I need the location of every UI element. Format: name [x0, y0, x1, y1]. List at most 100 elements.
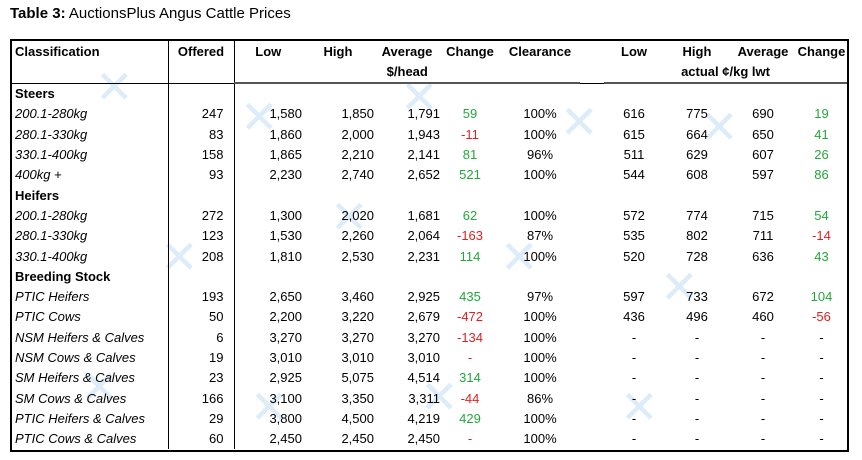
table-row: PTIC Heifers 193 2,650 3,460 2,925 435 97% 597 7…	[12, 286, 847, 308]
header-average: Average	[381, 43, 433, 59]
row-average: 2,679	[407, 309, 440, 325]
row-offered: 50	[168, 307, 235, 328]
row-gap	[580, 165, 604, 185]
row-high-kg: 774	[686, 207, 708, 223]
row-clearance: 100%	[523, 350, 557, 365]
section-spacer	[604, 83, 664, 104]
row-low-kg: -	[631, 370, 637, 386]
row-high: 2,210	[341, 147, 374, 163]
section-spacer	[302, 185, 374, 205]
row-offered: 6	[168, 327, 235, 348]
row-classification: 280.1-330kg	[12, 124, 169, 145]
row-high: 1,850	[341, 106, 374, 122]
row-average-kg: 636	[752, 248, 774, 264]
row-average-kg: 715	[752, 207, 774, 223]
row-change: -11	[461, 126, 479, 142]
row-high: 3,010	[341, 350, 374, 365]
row-classification: 330.1-400kg	[12, 246, 169, 267]
section-spacer	[604, 267, 664, 287]
section-spacer	[500, 267, 580, 287]
row-low: 2,230	[269, 167, 302, 183]
table-row: NSM Heifers & Calves 6 3,270 3,270 3,270 -134…	[12, 327, 847, 348]
row-clearance: 100%	[523, 106, 557, 122]
row-classification: 330.1-400kg	[12, 144, 169, 166]
row-average: 4,514	[407, 370, 440, 386]
row-offered: 247	[168, 104, 235, 125]
row-high-kg: -	[694, 370, 700, 386]
row-gap	[580, 307, 604, 327]
section-row: Heifers	[12, 185, 847, 206]
row-average-kg: -	[760, 329, 766, 345]
section-spacer	[374, 267, 440, 287]
unit-cents-per-kg: actual ¢/kg lwt	[604, 62, 847, 84]
section-spacer	[168, 83, 235, 105]
row-high: 2,260	[341, 228, 374, 244]
row-low: 2,200	[269, 309, 302, 325]
row-gap	[580, 206, 604, 226]
row-low-kg: 535	[623, 228, 645, 244]
row-average-kg: 597	[752, 167, 774, 183]
row-classification: PTIC Heifers	[12, 286, 169, 308]
row-low-kg: -	[631, 350, 637, 365]
section-spacer	[664, 185, 730, 205]
row-change-kg: 43	[814, 248, 829, 264]
row-low-kg: -	[631, 431, 637, 447]
row-offered: 272	[168, 205, 235, 227]
section-spacer	[796, 83, 847, 104]
row-change: -44	[460, 390, 480, 406]
row-gap	[580, 246, 604, 266]
row-low: 1,580	[269, 106, 302, 122]
row-gap	[580, 145, 604, 165]
row-low: 3,010	[269, 350, 302, 365]
row-change: -163	[456, 228, 484, 244]
section-spacer	[440, 185, 500, 205]
row-change-kg: -14	[812, 228, 831, 244]
row-clearance: 97%	[526, 289, 554, 305]
section-spacer	[796, 185, 847, 205]
row-low: 3,800	[269, 410, 302, 426]
table-row: 200.1-280kg 272 1,300 2,020 1,681 62 100% 572 77…	[12, 205, 847, 227]
table-row: PTIC Cows 50 2,200 3,220 2,679 -472 100% 436 496…	[12, 307, 847, 328]
row-average: 1,791	[407, 106, 440, 122]
row-offered: 123	[168, 226, 235, 247]
row-clearance: 100%	[523, 410, 557, 426]
row-change-kg: -	[819, 390, 824, 406]
section-label: Breeding Stock	[12, 266, 169, 287]
row-offered: 158	[168, 144, 235, 166]
row-high-kg: -	[694, 329, 700, 345]
row-average: 2,141	[407, 147, 440, 163]
row-average-kg: -	[760, 350, 766, 365]
unit-dollars-per-head: $/head	[234, 62, 580, 84]
row-low: 2,925	[269, 370, 302, 386]
row-high: 2,000	[341, 126, 374, 142]
section-spacer	[234, 267, 302, 287]
row-low: 2,650	[269, 289, 302, 305]
row-average: 4,219	[407, 410, 440, 426]
row-gap	[580, 287, 604, 307]
row-high: 3,460	[341, 289, 374, 305]
section-spacer	[234, 185, 302, 205]
section-spacer	[664, 267, 730, 287]
row-offered: 93	[168, 165, 235, 186]
row-low: 2,450	[269, 431, 302, 447]
header-row: Classification Offered Low High Average …	[12, 41, 847, 62]
section-spacer	[234, 83, 302, 104]
row-high-kg: -	[694, 410, 700, 426]
row-low: 1,860	[269, 126, 302, 142]
table-row: PTIC Cows & Calves 60 2,450 2,450 2,450 - 100%…	[12, 429, 847, 450]
row-average: 3,010	[407, 350, 440, 365]
table-frame	[10, 39, 849, 452]
section-spacer	[580, 83, 604, 104]
row-clearance: 96%	[526, 147, 554, 163]
row-clearance: 100%	[523, 207, 557, 223]
section-spacer	[374, 83, 440, 104]
table-row: 280.1-330kg 123 1,530 2,260 2,064 -163 87% 535 8…	[12, 226, 847, 247]
row-classification: 200.1-280kg	[12, 104, 169, 125]
row-change: 114	[459, 248, 481, 264]
table-row: 400kg +93 2,230 2,740 2,652 521 100% 544 608 597…	[12, 165, 847, 186]
row-classification: PTIC Cows	[12, 307, 169, 328]
section-spacer	[302, 267, 374, 287]
section-spacer	[440, 267, 500, 287]
row-average: 2,231	[407, 248, 440, 264]
row-high-kg: 733	[686, 289, 708, 305]
